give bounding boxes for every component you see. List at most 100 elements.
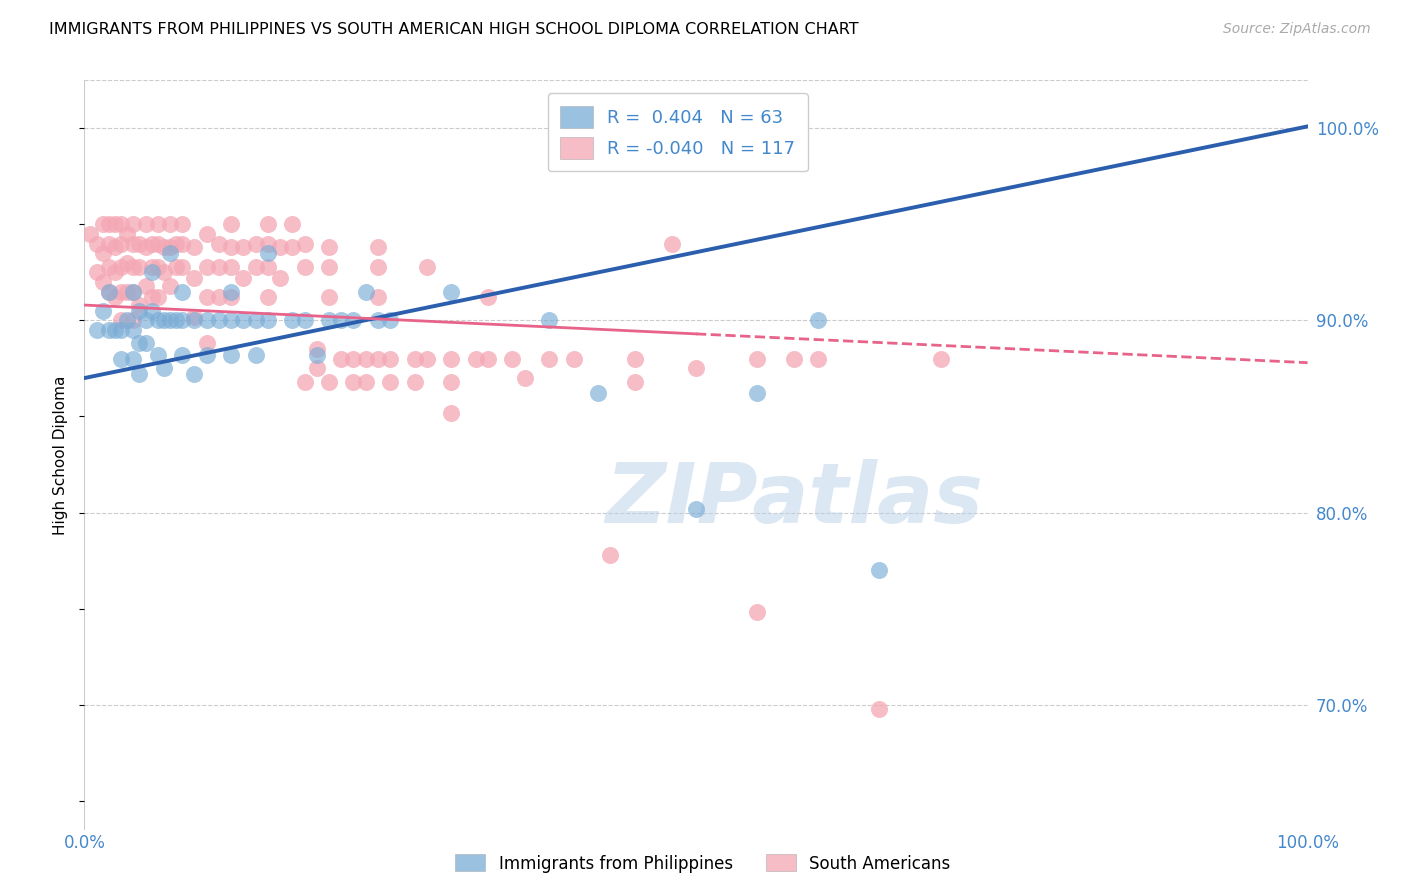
Point [135, 313, 157, 327]
Point [195, 290, 218, 304]
Point [416, 260, 439, 274]
Point [219, 240, 242, 254]
Point [586, 386, 609, 401]
Point [404, 351, 426, 366]
Point [122, 323, 145, 337]
Point [257, 246, 280, 260]
Point [115, 227, 138, 241]
Point [318, 313, 340, 327]
Point [404, 375, 426, 389]
Point [807, 351, 830, 366]
Point [305, 348, 328, 362]
Point [146, 348, 169, 362]
Point [153, 265, 176, 279]
Point [502, 351, 524, 366]
Point [79, 227, 101, 241]
Point [104, 290, 127, 304]
Point [141, 236, 163, 251]
Point [165, 313, 187, 327]
Point [159, 218, 181, 232]
Point [477, 351, 499, 366]
Point [153, 240, 176, 254]
Point [97, 218, 120, 232]
Point [97, 285, 120, 299]
Point [115, 256, 138, 270]
Point [172, 313, 194, 327]
Point [159, 240, 181, 254]
Point [104, 240, 127, 254]
Point [245, 260, 267, 274]
Point [305, 343, 328, 357]
Point [104, 323, 127, 337]
Point [159, 313, 181, 327]
Point [318, 290, 340, 304]
Point [685, 361, 707, 376]
Point [305, 361, 328, 376]
Point [122, 351, 145, 366]
Point [318, 240, 340, 254]
Text: ZIPatlas: ZIPatlas [605, 459, 983, 541]
Point [281, 313, 304, 327]
Point [146, 236, 169, 251]
Point [294, 313, 316, 327]
Point [269, 271, 291, 285]
Point [330, 313, 353, 327]
Point [219, 290, 242, 304]
Point [513, 371, 536, 385]
Point [294, 375, 316, 389]
Point [183, 271, 205, 285]
Point [110, 260, 132, 274]
Point [245, 313, 267, 327]
Point [91, 218, 114, 232]
Point [122, 218, 145, 232]
Point [416, 351, 439, 366]
Point [141, 303, 163, 318]
Point [747, 606, 769, 620]
Point [183, 368, 205, 382]
Point [219, 218, 242, 232]
Point [219, 285, 242, 299]
Point [380, 313, 402, 327]
Point [146, 218, 169, 232]
Point [172, 260, 194, 274]
Point [257, 290, 280, 304]
Point [257, 218, 280, 232]
Point [141, 265, 163, 279]
Point [110, 313, 132, 327]
Point [128, 303, 150, 318]
Point [807, 313, 830, 327]
Point [440, 406, 463, 420]
Point [141, 290, 163, 304]
Point [624, 351, 647, 366]
Point [294, 260, 316, 274]
Point [747, 351, 769, 366]
Point [135, 336, 157, 351]
Point [183, 310, 205, 324]
Point [318, 375, 340, 389]
Point [342, 375, 364, 389]
Point [135, 218, 157, 232]
Point [183, 240, 205, 254]
Point [257, 260, 280, 274]
Point [91, 275, 114, 289]
Point [172, 348, 194, 362]
Point [104, 218, 127, 232]
Legend: R =  0.404   N = 63, R = -0.040   N = 117: R = 0.404 N = 63, R = -0.040 N = 117 [547, 93, 807, 171]
Point [97, 236, 120, 251]
Point [195, 348, 218, 362]
Point [135, 278, 157, 293]
Point [86, 323, 108, 337]
Point [342, 351, 364, 366]
Point [122, 260, 145, 274]
Point [380, 351, 402, 366]
Point [122, 285, 145, 299]
Point [440, 351, 463, 366]
Point [122, 236, 145, 251]
Point [195, 227, 218, 241]
Point [165, 236, 187, 251]
Point [354, 351, 377, 366]
Point [128, 298, 150, 312]
Point [294, 236, 316, 251]
Point [219, 348, 242, 362]
Point [183, 313, 205, 327]
